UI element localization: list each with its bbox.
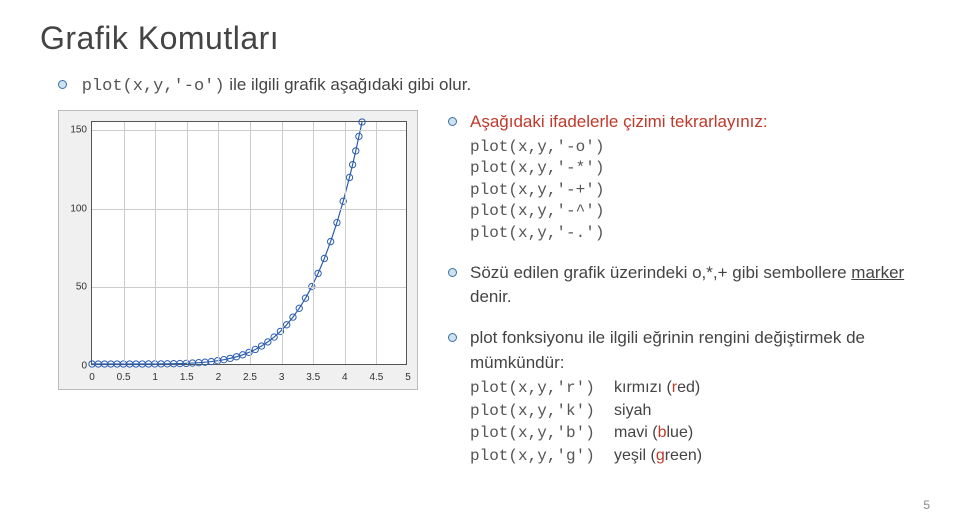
bullet-icon xyxy=(448,333,457,342)
right-column: Aşağıdaki ifadelerle çizimi tekrarlayını… xyxy=(448,110,930,484)
page-title: Grafik Komutları xyxy=(40,20,930,57)
code-line: plot(x,y,'r') kırmızı (red) xyxy=(470,377,930,400)
y-tick-label: 50 xyxy=(65,282,87,293)
block-repeat: Aşağıdaki ifadelerle çizimi tekrarlayını… xyxy=(448,110,930,245)
block1-code-lines: plot(x,y,'-o')plot(x,y,'-*')plot(x,y,'-+… xyxy=(470,137,930,245)
x-tick-label: 0 xyxy=(89,372,95,383)
code-line: plot(x,y,'-.') xyxy=(470,223,930,245)
bullet-icon xyxy=(58,80,67,89)
bullet-icon xyxy=(448,268,457,277)
y-tick-label: 0 xyxy=(65,361,87,372)
block2-post: denir. xyxy=(470,287,512,306)
x-tick-label: 3 xyxy=(279,372,285,383)
intro-code: plot(x,y,'-o') xyxy=(82,77,225,96)
bullet-icon xyxy=(448,117,457,126)
page-number: 5 xyxy=(923,498,930,512)
code-line: plot(x,y,'b') mavi (blue) xyxy=(470,422,930,445)
x-tick-label: 1.5 xyxy=(180,372,194,383)
plot-area xyxy=(91,121,407,365)
block3-code-lines: plot(x,y,'r') kırmızı (red)plot(x,y,'k')… xyxy=(470,377,930,467)
x-tick-label: 3.5 xyxy=(306,372,320,383)
code-line: plot(x,y,'-+') xyxy=(470,180,930,202)
intro-line: plot(x,y,'-o') ile ilgili grafik aşağıda… xyxy=(58,75,930,96)
code-line: plot(x,y,'-*') xyxy=(470,158,930,180)
block-marker: Sözü edilen grafik üzerindeki o,*,+ gibi… xyxy=(448,261,930,310)
code-line: plot(x,y,'g') yeşil (green) xyxy=(470,445,930,468)
y-tick-label: 150 xyxy=(65,124,87,135)
block1-title: Aşağıdaki ifadelerle çizimi tekrarlayını… xyxy=(470,112,768,131)
x-tick-label: 2.5 xyxy=(243,372,257,383)
x-tick-label: 4.5 xyxy=(369,372,383,383)
x-tick-label: 2 xyxy=(216,372,222,383)
x-tick-label: 4 xyxy=(342,372,348,383)
curve xyxy=(92,122,406,364)
code-line: plot(x,y,'k') siyah xyxy=(470,400,930,423)
chart: 00.511.522.533.544.55050100150 xyxy=(58,110,418,390)
intro-text: ile ilgili grafik aşağıdaki gibi olur. xyxy=(225,75,472,94)
block3-text: plot fonksiyonu ile ilgili eğrinin rengi… xyxy=(470,328,865,372)
block2-pre: Sözü edilen grafik üzerindeki o,*,+ gibi… xyxy=(470,263,851,282)
chart-container: 00.511.522.533.544.55050100150 xyxy=(58,110,418,390)
code-line: plot(x,y,'-^') xyxy=(470,201,930,223)
code-line: plot(x,y,'-o') xyxy=(470,137,930,159)
x-tick-label: 0.5 xyxy=(117,372,131,383)
block-colors: plot fonksiyonu ile ilgili eğrinin rengi… xyxy=(448,326,930,468)
block2-marker-word: marker xyxy=(851,263,904,282)
y-tick-label: 100 xyxy=(65,203,87,214)
x-tick-label: 1 xyxy=(152,372,158,383)
x-tick-label: 5 xyxy=(405,372,411,383)
